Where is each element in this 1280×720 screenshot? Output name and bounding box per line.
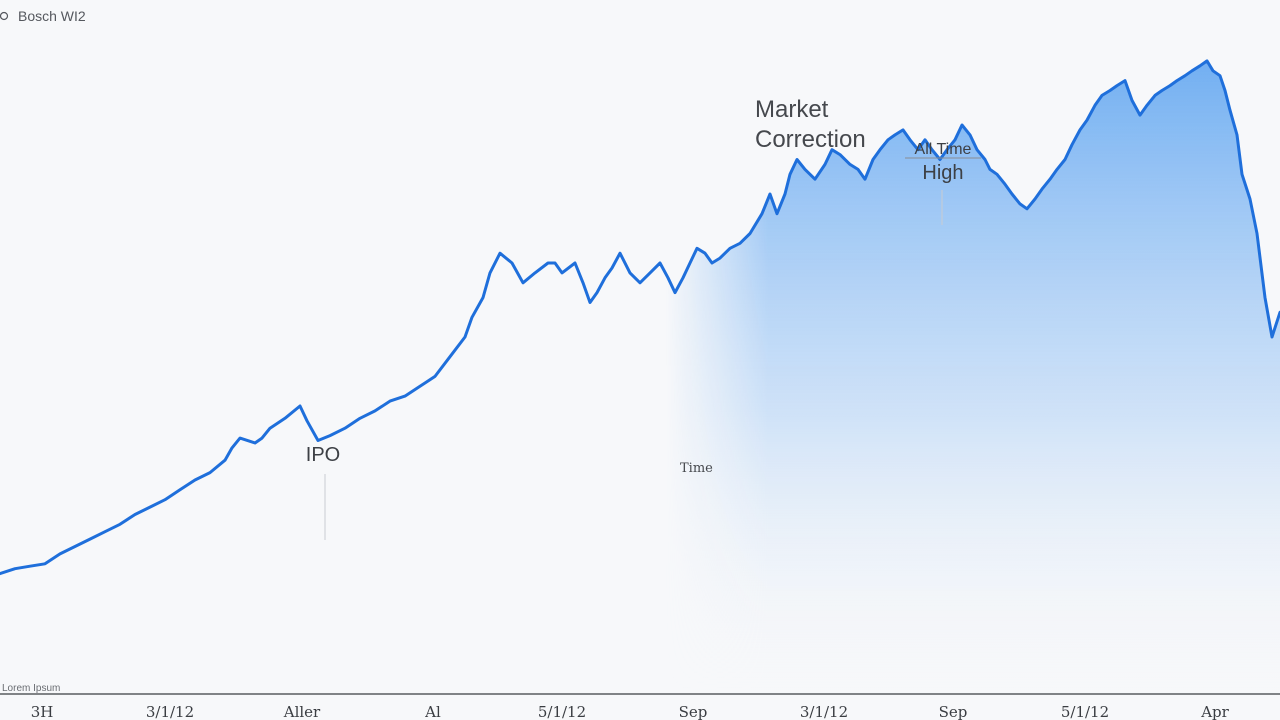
x-tick-label: Apr [1200,703,1229,720]
target-icon [0,11,9,21]
annotation-all-time-line2: High [922,162,963,184]
annotation-time: Time [680,461,713,476]
series-line [0,59,1280,576]
x-axis-note: Lorem Ipsum [2,683,60,694]
x-tick-label: 5/1/12 [1061,703,1109,720]
x-tick-label: Sep [939,703,968,720]
annotation-ipo: IPO [306,444,340,466]
x-tick-label: 3/1/12 [800,703,848,720]
x-tick-label: 5/1/12 [538,703,586,720]
x-tick-label: Sep [679,703,708,720]
x-tick-label: 3H [31,703,54,720]
chart-legend: Bosch WI2 [0,8,86,24]
annotation-market-correction-line1: Market [755,96,829,123]
annotation-all-time-line1: All Time [915,141,972,158]
x-tick-label: Aller [283,703,321,720]
annotation-market-correction-line2: Correction [755,126,866,153]
x-tick-label: Al [424,703,441,720]
chart-title: Bosch WI2 [18,8,86,24]
x-axis-ticks: 3H 3/1/12 Aller Al 5/1/12 Sep 3/1/12 Sep 5/1/12 A… [31,703,1230,720]
x-tick-label: 3/1/12 [146,703,194,720]
series-area [0,60,1280,694]
